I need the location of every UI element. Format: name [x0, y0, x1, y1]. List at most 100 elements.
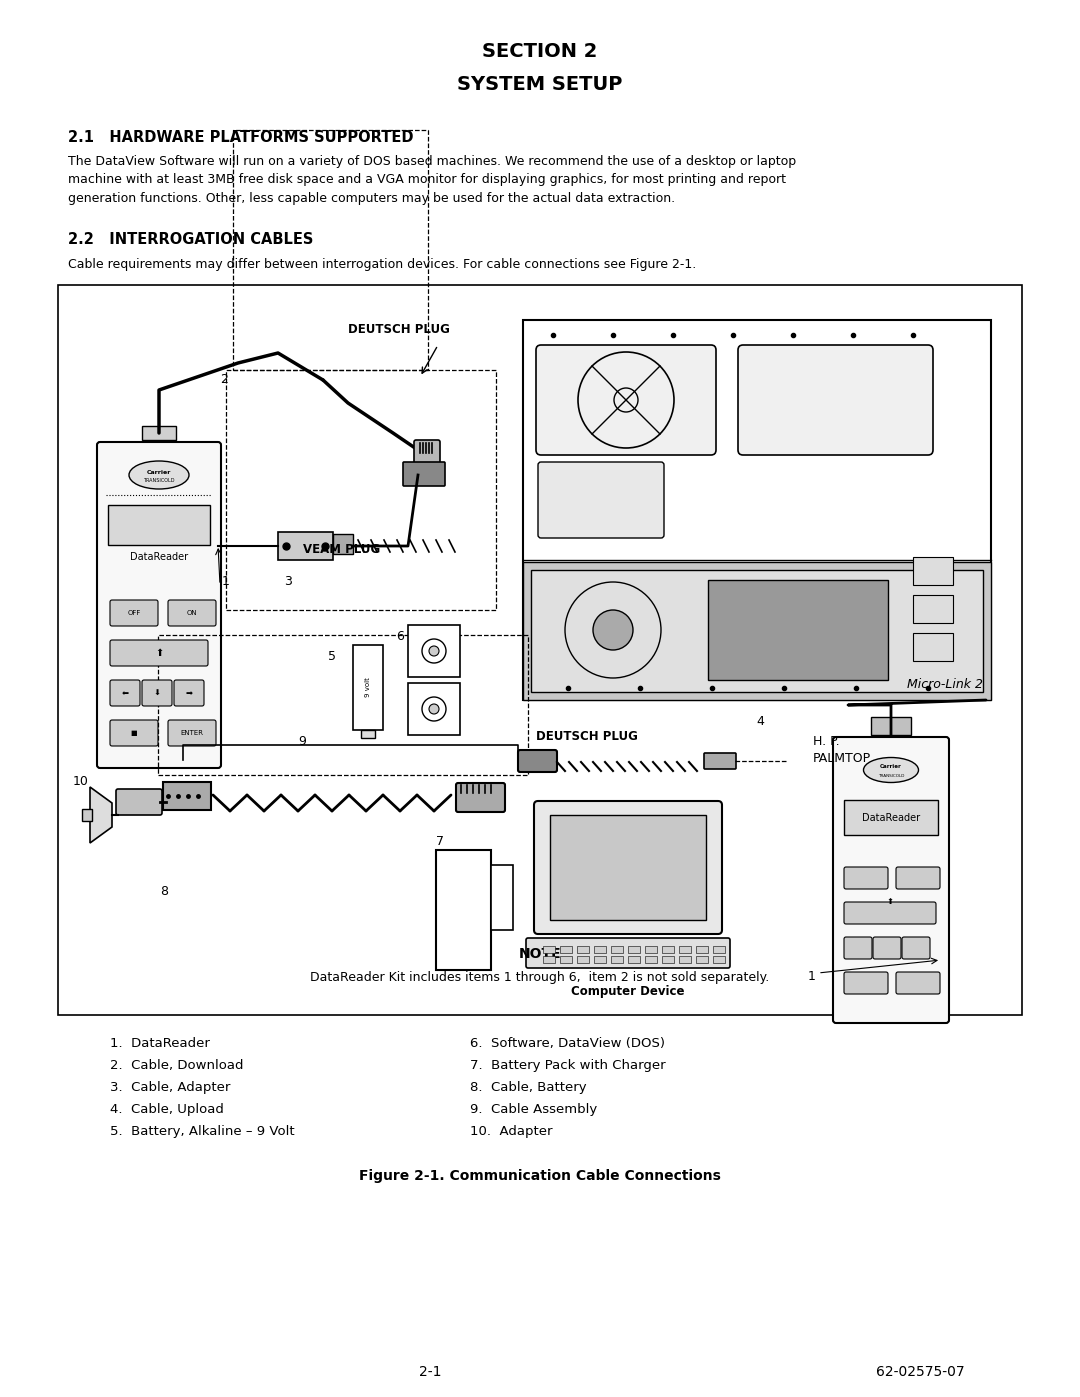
- Text: The DataView Software will run on a variety of DOS based machines. We recommend : The DataView Software will run on a vari…: [68, 155, 796, 205]
- Bar: [611, 946, 623, 953]
- Text: ON: ON: [187, 610, 198, 616]
- FancyBboxPatch shape: [141, 680, 172, 705]
- Bar: [523, 320, 991, 700]
- Text: 10.  Adapter: 10. Adapter: [470, 1125, 553, 1139]
- Text: DataReader: DataReader: [130, 552, 188, 562]
- FancyBboxPatch shape: [456, 782, 505, 812]
- Text: DEUTSCH PLUG: DEUTSCH PLUG: [348, 323, 450, 337]
- Text: ⬆: ⬆: [887, 897, 893, 907]
- Bar: [408, 683, 460, 735]
- Ellipse shape: [864, 757, 918, 782]
- Bar: [577, 946, 589, 953]
- FancyBboxPatch shape: [538, 462, 664, 538]
- Bar: [713, 956, 725, 963]
- Circle shape: [429, 645, 438, 657]
- Text: NOTE: NOTE: [518, 947, 562, 961]
- Text: 9: 9: [298, 735, 306, 747]
- Text: 9 volt: 9 volt: [365, 678, 372, 697]
- Text: Figure 2-1. Communication Cable Connections: Figure 2-1. Communication Cable Connecti…: [359, 1169, 721, 1183]
- Bar: [870, 717, 912, 735]
- Text: Carrier: Carrier: [880, 764, 902, 770]
- FancyBboxPatch shape: [843, 902, 936, 923]
- Text: 8: 8: [160, 886, 168, 898]
- Text: TRANSICOLD: TRANSICOLD: [878, 774, 904, 778]
- Text: 6: 6: [396, 630, 404, 643]
- Bar: [645, 946, 657, 953]
- Bar: [491, 865, 513, 930]
- Bar: [278, 532, 333, 560]
- Bar: [226, 370, 496, 610]
- Text: 1: 1: [808, 970, 815, 983]
- Text: ■: ■: [131, 731, 137, 736]
- FancyBboxPatch shape: [902, 937, 930, 958]
- Bar: [913, 557, 953, 585]
- Text: VEAM PLUG: VEAM PLUG: [303, 543, 380, 556]
- Bar: [577, 956, 589, 963]
- Bar: [408, 624, 460, 678]
- FancyBboxPatch shape: [110, 680, 140, 705]
- FancyBboxPatch shape: [843, 972, 888, 995]
- FancyBboxPatch shape: [403, 462, 445, 486]
- Bar: [523, 562, 991, 700]
- Bar: [662, 946, 674, 953]
- Text: Micro-Link 2: Micro-Link 2: [907, 678, 983, 692]
- Bar: [843, 800, 939, 835]
- Bar: [594, 946, 606, 953]
- Bar: [627, 956, 640, 963]
- Text: 4.  Cable, Upload: 4. Cable, Upload: [110, 1104, 224, 1116]
- Bar: [708, 580, 888, 680]
- Bar: [645, 956, 657, 963]
- Ellipse shape: [129, 461, 189, 489]
- FancyBboxPatch shape: [110, 719, 158, 746]
- Bar: [662, 956, 674, 963]
- Bar: [58, 285, 1022, 1016]
- Bar: [713, 946, 725, 953]
- FancyBboxPatch shape: [168, 599, 216, 626]
- Bar: [913, 595, 953, 623]
- Text: ⬆: ⬆: [154, 648, 163, 658]
- Polygon shape: [90, 787, 112, 842]
- Text: DataReader Kit includes items 1 through 6,  item 2 is not sold separately.: DataReader Kit includes items 1 through …: [310, 971, 770, 983]
- Text: 7.  Battery Pack with Charger: 7. Battery Pack with Charger: [470, 1059, 665, 1071]
- FancyBboxPatch shape: [174, 680, 204, 705]
- Bar: [913, 633, 953, 661]
- Bar: [163, 782, 211, 810]
- Text: Cable requirements may differ between interrogation devices. For cable connectio: Cable requirements may differ between in…: [68, 258, 697, 271]
- Bar: [353, 645, 383, 731]
- Text: 1.  DataReader: 1. DataReader: [110, 1037, 210, 1051]
- Bar: [679, 956, 691, 963]
- Bar: [561, 956, 572, 963]
- Bar: [82, 809, 92, 821]
- Bar: [679, 946, 691, 953]
- Text: 9.  Cable Assembly: 9. Cable Assembly: [470, 1104, 597, 1116]
- FancyBboxPatch shape: [110, 599, 158, 626]
- Text: 3: 3: [284, 576, 292, 588]
- Text: OFF: OFF: [127, 610, 140, 616]
- Text: 2.  Cable, Download: 2. Cable, Download: [110, 1059, 243, 1071]
- Bar: [543, 946, 555, 953]
- FancyBboxPatch shape: [843, 868, 888, 888]
- Text: 2: 2: [220, 373, 228, 386]
- Text: 8.  Cable, Battery: 8. Cable, Battery: [470, 1081, 586, 1094]
- FancyBboxPatch shape: [518, 750, 557, 773]
- Text: 4: 4: [756, 715, 764, 728]
- Text: H. P.
PALMTOP: H. P. PALMTOP: [813, 735, 872, 766]
- FancyBboxPatch shape: [873, 937, 901, 958]
- Bar: [550, 814, 706, 921]
- FancyBboxPatch shape: [168, 719, 216, 746]
- Text: DEUTSCH PLUG: DEUTSCH PLUG: [536, 731, 638, 743]
- FancyBboxPatch shape: [116, 789, 162, 814]
- Text: 7: 7: [436, 835, 444, 848]
- Bar: [233, 130, 428, 370]
- Text: ⬅: ⬅: [121, 689, 129, 697]
- Bar: [543, 956, 555, 963]
- Text: 2.2   INTERROGATION CABLES: 2.2 INTERROGATION CABLES: [68, 232, 313, 247]
- Text: 6.  Software, DataView (DOS): 6. Software, DataView (DOS): [470, 1037, 665, 1051]
- Text: 2.1   HARDWARE PLATFORMS SUPPORTED: 2.1 HARDWARE PLATFORMS SUPPORTED: [68, 130, 414, 145]
- FancyBboxPatch shape: [414, 440, 440, 472]
- FancyBboxPatch shape: [738, 345, 933, 455]
- Text: 1: 1: [222, 576, 230, 588]
- FancyBboxPatch shape: [536, 345, 716, 455]
- Text: SYSTEM SETUP: SYSTEM SETUP: [457, 75, 623, 94]
- Circle shape: [593, 610, 633, 650]
